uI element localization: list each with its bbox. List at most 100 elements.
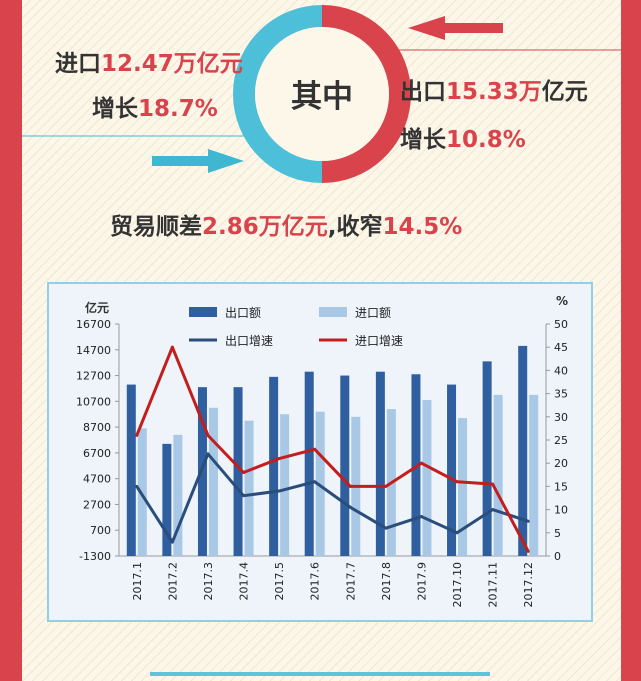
y-right-tick-label: 45 [554,341,568,354]
import-bar [493,394,503,556]
legend-swatch [189,307,217,317]
donut-export-segment [321,5,411,183]
y-left-tick-label: -1300 [79,550,111,563]
import-growth-line-point [526,549,530,553]
export-growth-line-point [313,480,317,484]
x-tick-label: 2017.11 [487,562,500,608]
y-right-tick-label: 10 [554,504,568,517]
export-growth-line-point [419,515,423,519]
import-growth-line-point [135,433,139,437]
export-growth-line-point [170,540,174,544]
import-growth-line-point [170,345,174,349]
donut-import-segment [233,5,323,183]
x-tick-label: 2017.2 [166,562,179,601]
x-tick-label: 2017.3 [202,562,215,601]
import-value-text: 进口12.47万亿元 [55,51,243,77]
export-bar [197,387,207,556]
x-tick-label: 2017.7 [344,562,357,601]
y-left-tick-label: 8700 [83,421,111,434]
import-growth-line-point [455,480,459,484]
y-right-tick-label: 20 [554,457,568,470]
x-tick-label: 2017.10 [451,562,464,608]
y-right-tick-label: 30 [554,411,568,424]
export-bar [304,371,314,556]
export-growth-line-point [348,505,352,509]
import-bar [529,394,539,556]
import-growth-line-point [419,461,423,465]
import-bar [315,411,325,556]
y-right-tick-label: 0 [554,550,561,563]
import-bar [173,434,183,556]
export-bar [340,375,350,556]
y-axis-left-unit: 亿元 [85,300,109,315]
y-left-tick-label: 6700 [83,447,111,460]
legend-label: 出口增速 [225,334,273,348]
import-growth-text: 增长18.7% [92,96,218,122]
trade-surplus-text: 贸易顺差2.86万亿元,收窄14.5% [110,214,463,240]
export-growth-line [135,452,529,544]
summary-graphic: 其中 [22,5,622,183]
y-right-tick-label: 35 [554,388,568,401]
y-left-tick-label: 4700 [83,473,111,486]
import-growth-line [135,345,530,553]
y-left-tick-label: 16700 [76,318,111,331]
export-value-text: 出口15.33万亿元 [400,79,588,105]
x-tick-label: 2017.9 [415,562,428,601]
import-growth-line-point [384,484,388,488]
import-growth-line-point [348,484,352,488]
export-bar [447,384,457,556]
legend-swatch [319,307,347,317]
export-bar [375,371,385,556]
import-growth-line-point [277,457,281,461]
export-growth-line-point [455,531,459,535]
donut-center [255,27,389,161]
import-growth-line-point [491,482,495,486]
export-bar [126,384,136,556]
y-left-tick-label: 2700 [83,498,111,511]
bottom-strip [150,672,490,676]
legend-label: 进口额 [355,306,391,320]
y-right-tick-label: 5 [554,527,561,540]
export-bar [269,376,279,556]
left-accent-bar [0,0,22,681]
export-growth-line-point [526,519,530,523]
import-bar [137,428,147,556]
export-bar [233,387,243,556]
center-label: 其中 [291,79,353,115]
export-growth-line-point [242,494,246,498]
y-right-tick-label: 40 [554,364,568,377]
export-bar [518,345,528,556]
import-bar [458,418,468,556]
right-accent-bar [621,0,641,681]
y-left-tick-label: 14700 [76,344,111,357]
import-growth-line-point [206,433,210,437]
legend-label: 出口额 [225,306,261,320]
export-growth-line-point [491,508,495,512]
export-bar [482,361,492,556]
import-bar [280,414,290,556]
y-right-tick-label: 15 [554,480,568,493]
y-left-tick-label: 700 [90,524,111,537]
x-tick-label: 2017.6 [309,562,322,601]
x-tick-label: 2017.5 [273,562,286,601]
y-right-tick-label: 25 [554,434,568,447]
export-bar [162,443,172,556]
legend-label: 进口增速 [355,334,403,348]
export-growth-text: 增长10.8% [400,127,526,153]
x-tick-label: 2017.4 [238,562,251,601]
x-tick-label: 2017.8 [380,562,393,601]
y-axis-right-unit: % [556,294,568,308]
x-tick-label: 2017.12 [522,562,535,608]
import-bar [422,400,432,556]
left-arrow-icon [408,16,503,40]
import-bar [208,407,218,556]
import-bar [244,420,254,556]
import-growth-line-point [242,470,246,474]
y-left-tick-label: 10700 [76,395,111,408]
x-tick-label: 2017.1 [131,562,144,601]
chart-panel: 亿元% -1300 700 2700 4700 6700 8700 10700 12700 147… [47,282,593,622]
right-arrow-icon [152,149,244,173]
export-growth-line-point [277,489,281,493]
export-growth-line-point [135,484,139,488]
export-growth-line-point [384,526,388,530]
